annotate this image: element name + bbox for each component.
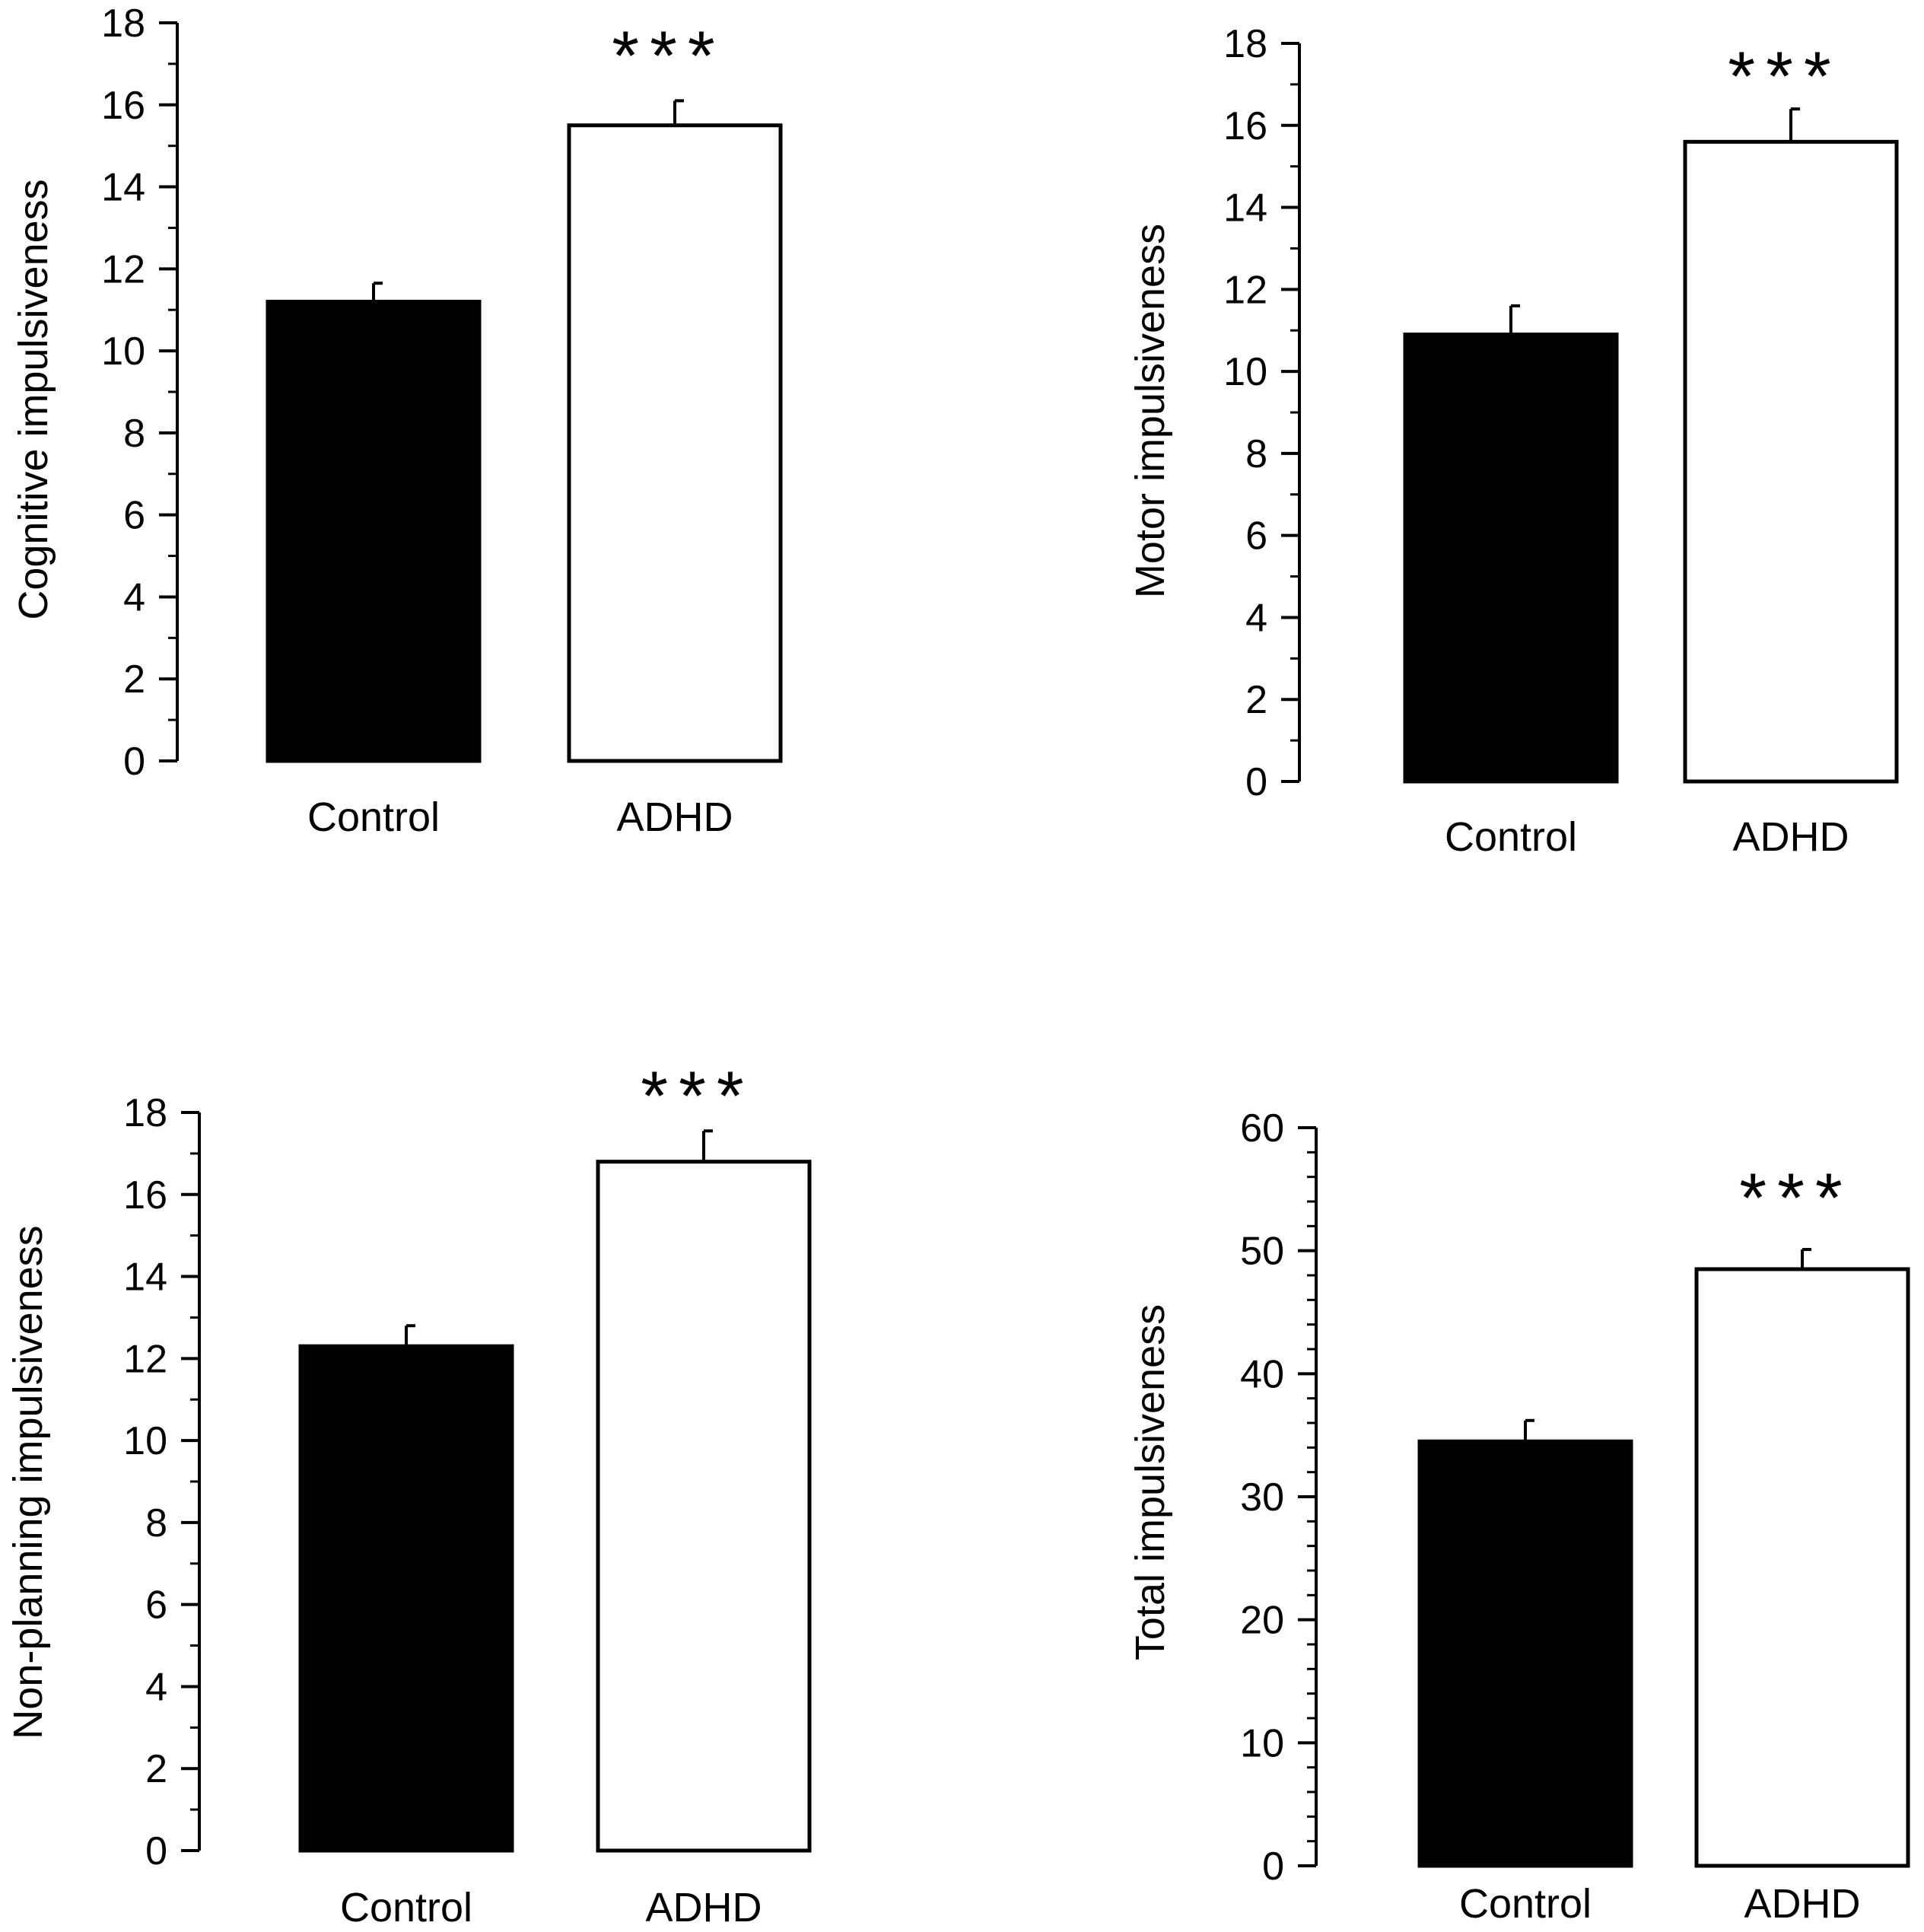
y-tick-label: 6 bbox=[1245, 514, 1267, 559]
y-tick-label: 40 bbox=[1240, 1352, 1284, 1396]
y-tick-label: 4 bbox=[1245, 596, 1267, 640]
y-tick-label: 16 bbox=[123, 1173, 167, 1217]
y-tick-label: 12 bbox=[101, 247, 145, 291]
y-tick-label: 18 bbox=[101, 2, 145, 46]
bar-control bbox=[1403, 333, 1619, 784]
bar-adhd bbox=[1694, 1267, 1910, 1868]
y-tick-label: 2 bbox=[145, 1747, 167, 1791]
y-tick-label: 18 bbox=[123, 1091, 167, 1135]
x-category-label: ADHD bbox=[645, 1885, 762, 1930]
y-tick-label: 30 bbox=[1240, 1475, 1284, 1520]
y-tick-label: 10 bbox=[123, 1419, 167, 1463]
y-tick-label: 14 bbox=[101, 166, 145, 210]
x-category-label: ADHD bbox=[1744, 1881, 1860, 1927]
x-category-label: Control bbox=[1445, 814, 1577, 860]
y-tick-label: 60 bbox=[1240, 1106, 1284, 1151]
y-tick-label: 12 bbox=[123, 1337, 167, 1381]
y-tick-label: 0 bbox=[123, 740, 145, 784]
y-tick-label: 12 bbox=[1223, 268, 1267, 312]
y-axis-title: Motor impulsiveness bbox=[1127, 224, 1173, 598]
y-tick-label: 2 bbox=[123, 657, 145, 702]
significance-marker: *** bbox=[641, 1058, 754, 1135]
y-tick-label: 16 bbox=[1223, 104, 1267, 148]
chart-panel-1: 0 2 4 6 8 10 12 14 16 18 Cognitive impulsiveness Co… bbox=[11, 2, 783, 840]
y-axis-title: Cognitive impulsiveness bbox=[11, 179, 56, 619]
y-tick-label: 10 bbox=[1240, 1721, 1284, 1765]
y-tick-label: 0 bbox=[1262, 1844, 1284, 1889]
y-tick-label: 4 bbox=[123, 575, 145, 619]
y-tick-label: 50 bbox=[1240, 1230, 1284, 1274]
y-axis-title: Total impulsiveness bbox=[1127, 1304, 1173, 1660]
y-tick-label: 2 bbox=[1245, 678, 1267, 722]
chart-panel-4: 0 10 20 30 40 50 60 Total impulsiveness Control A… bbox=[1127, 1106, 1910, 1927]
significance-marker: *** bbox=[612, 18, 725, 95]
y-tick-label: 0 bbox=[145, 1829, 167, 1873]
y-tick-label: 10 bbox=[101, 329, 145, 374]
y-tick-label: 8 bbox=[145, 1501, 167, 1545]
y-tick-label: 14 bbox=[123, 1256, 167, 1300]
y-tick-label: 6 bbox=[123, 494, 145, 538]
significance-marker: *** bbox=[1739, 1160, 1852, 1237]
x-category-label: Control bbox=[1459, 1881, 1592, 1927]
bar-control bbox=[298, 1344, 514, 1853]
y-tick-label: 20 bbox=[1240, 1599, 1284, 1643]
x-category-label: Control bbox=[307, 794, 440, 840]
y-tick-label: 10 bbox=[1223, 350, 1267, 394]
y-tick-label: 4 bbox=[145, 1665, 167, 1709]
y-tick-label: 14 bbox=[1223, 186, 1267, 231]
bar-adhd bbox=[567, 123, 783, 763]
chart-panel-2: 0 2 4 6 8 10 12 14 16 18 Motor impulsiveness Contro… bbox=[1127, 22, 1899, 860]
y-tick-label: 8 bbox=[123, 412, 145, 456]
chart-panel-3: 0 2 4 6 8 10 12 14 16 18 Non-planning impulsivenes… bbox=[5, 1058, 812, 1930]
y-tick-label: 16 bbox=[101, 84, 145, 128]
x-category-label: Control bbox=[340, 1885, 472, 1930]
y-tick-label: 8 bbox=[1245, 432, 1267, 476]
significance-marker: *** bbox=[1728, 38, 1841, 116]
x-category-label: ADHD bbox=[616, 794, 733, 840]
y-tick-label: 0 bbox=[1245, 760, 1267, 804]
y-axis-title: Non-planning impulsiveness bbox=[5, 1225, 51, 1739]
bar-adhd bbox=[1683, 139, 1899, 784]
x-category-label: ADHD bbox=[1732, 814, 1849, 860]
y-tick-label: 18 bbox=[1223, 22, 1267, 66]
bar-control bbox=[266, 299, 482, 763]
bar-control bbox=[1417, 1439, 1633, 1868]
bar-adhd bbox=[596, 1160, 812, 1853]
y-tick-label: 6 bbox=[145, 1583, 167, 1628]
